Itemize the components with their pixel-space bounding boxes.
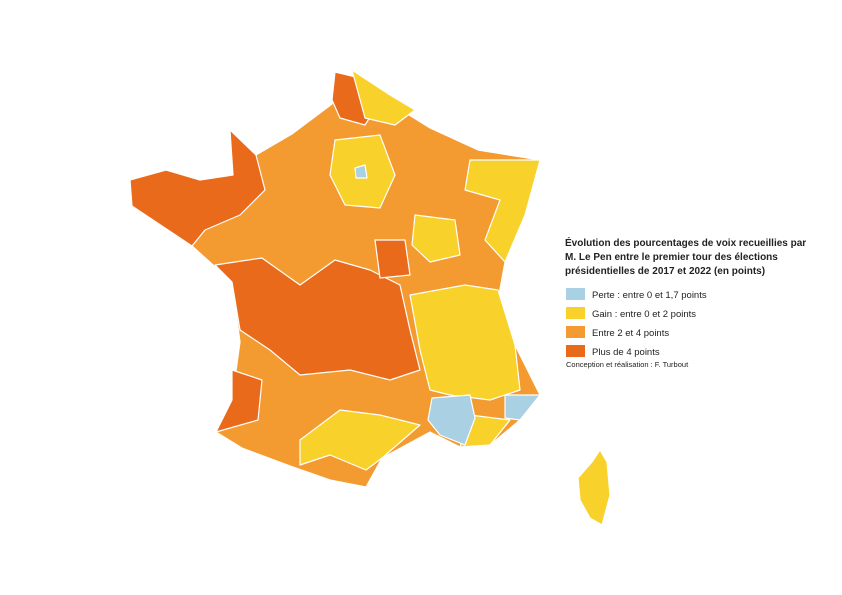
legend-title: M. Le Pen entre le premier tour des élec…	[565, 252, 778, 263]
corsica	[577, 449, 611, 526]
legend: Évolution des pourcentages de voix recue…	[565, 236, 806, 369]
region	[411, 214, 461, 263]
region	[351, 69, 416, 126]
france-map	[129, 69, 611, 526]
legend-title: présidentielles de 2017 et 2022 (en poin…	[565, 266, 765, 277]
legend-swatch	[566, 326, 585, 338]
legend-label: Gain : entre 0 et 2 points	[592, 309, 696, 320]
region	[129, 129, 266, 247]
legend-label: Entre 2 et 4 points	[592, 328, 669, 339]
region	[215, 369, 263, 433]
region	[504, 394, 541, 421]
region	[354, 164, 368, 179]
legend-swatch	[566, 288, 585, 300]
region	[464, 159, 541, 263]
region	[374, 239, 411, 279]
region	[299, 409, 421, 471]
legend-label: Perte : entre 0 et 1,7 points	[592, 290, 707, 301]
legend-title: Évolution des pourcentages de voix recue…	[565, 236, 806, 249]
region	[214, 257, 421, 381]
region	[427, 394, 476, 446]
legend-label: Plus de 4 points	[592, 347, 660, 358]
legend-swatch	[566, 307, 585, 319]
legend-swatch	[566, 345, 585, 357]
credit: Conception et réalisation : F. Turbout	[566, 360, 689, 369]
